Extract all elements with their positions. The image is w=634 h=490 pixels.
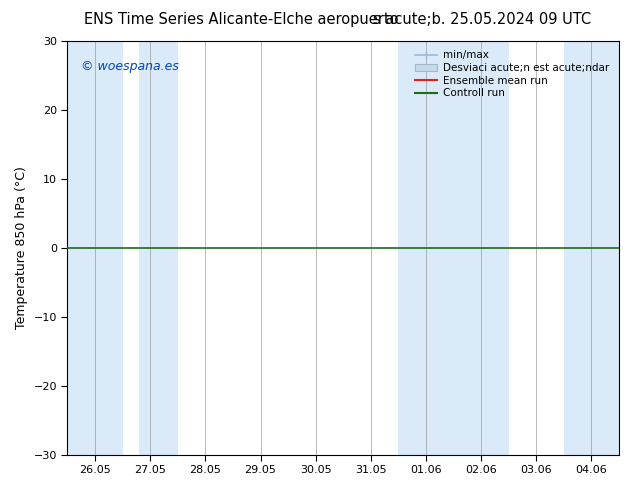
Text: s acute;b. 25.05.2024 09 UTC: s acute;b. 25.05.2024 09 UTC [373,12,591,27]
Bar [67,41,122,455]
Text: ENS Time Series Alicante-Elche aeropuerto: ENS Time Series Alicante-Elche aeropuert… [84,12,398,27]
Bar [139,41,178,455]
Text: © woespana.es: © woespana.es [81,60,179,73]
Legend: min/max, Desviaci acute;n est acute;ndar, Ensemble mean run, Controll run: min/max, Desviaci acute;n est acute;ndar… [413,49,611,100]
Bar [398,41,508,455]
Y-axis label: Temperature 850 hPa (°C): Temperature 850 hPa (°C) [15,167,28,329]
Bar [564,41,624,455]
